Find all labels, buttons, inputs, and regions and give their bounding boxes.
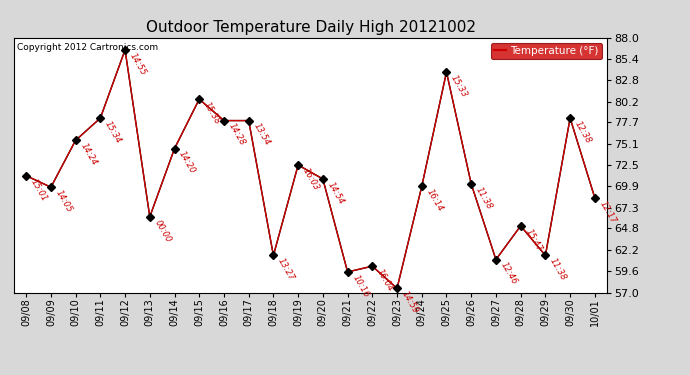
Text: 15:01: 15:01: [29, 177, 49, 203]
Text: 14:54: 14:54: [326, 180, 346, 206]
Text: 13:27: 13:27: [276, 257, 296, 282]
Text: 14:59: 14:59: [400, 290, 420, 315]
Text: 16:03: 16:03: [301, 166, 321, 192]
Text: 12:46: 12:46: [499, 261, 519, 286]
Text: Copyright 2012 Cartronics.com: Copyright 2012 Cartronics.com: [17, 43, 158, 52]
Text: 11:38: 11:38: [474, 185, 494, 211]
Text: 14:24: 14:24: [79, 142, 99, 167]
Text: 00:00: 00:00: [152, 218, 172, 244]
Text: 12:38: 12:38: [573, 120, 593, 145]
Text: 15:34: 15:34: [103, 120, 123, 145]
Title: Outdoor Temperature Daily High 20121002: Outdoor Temperature Daily High 20121002: [146, 20, 475, 35]
Text: 14:20: 14:20: [177, 150, 197, 176]
Text: 14:55: 14:55: [128, 51, 148, 77]
Text: 16:04: 16:04: [375, 268, 395, 293]
Legend: Temperature (°F): Temperature (°F): [491, 43, 602, 59]
Text: 14:05: 14:05: [54, 189, 74, 214]
Text: 11:38: 11:38: [548, 257, 568, 282]
Text: 16:14: 16:14: [424, 188, 444, 213]
Text: 12:17: 12:17: [598, 199, 618, 225]
Text: 15:47: 15:47: [524, 227, 544, 253]
Text: 10:16: 10:16: [351, 273, 371, 299]
Text: 13:54: 13:54: [251, 122, 271, 148]
Text: 15:38: 15:38: [202, 100, 222, 126]
Text: 14:28: 14:28: [227, 122, 247, 148]
Text: 15:33: 15:33: [449, 74, 469, 99]
